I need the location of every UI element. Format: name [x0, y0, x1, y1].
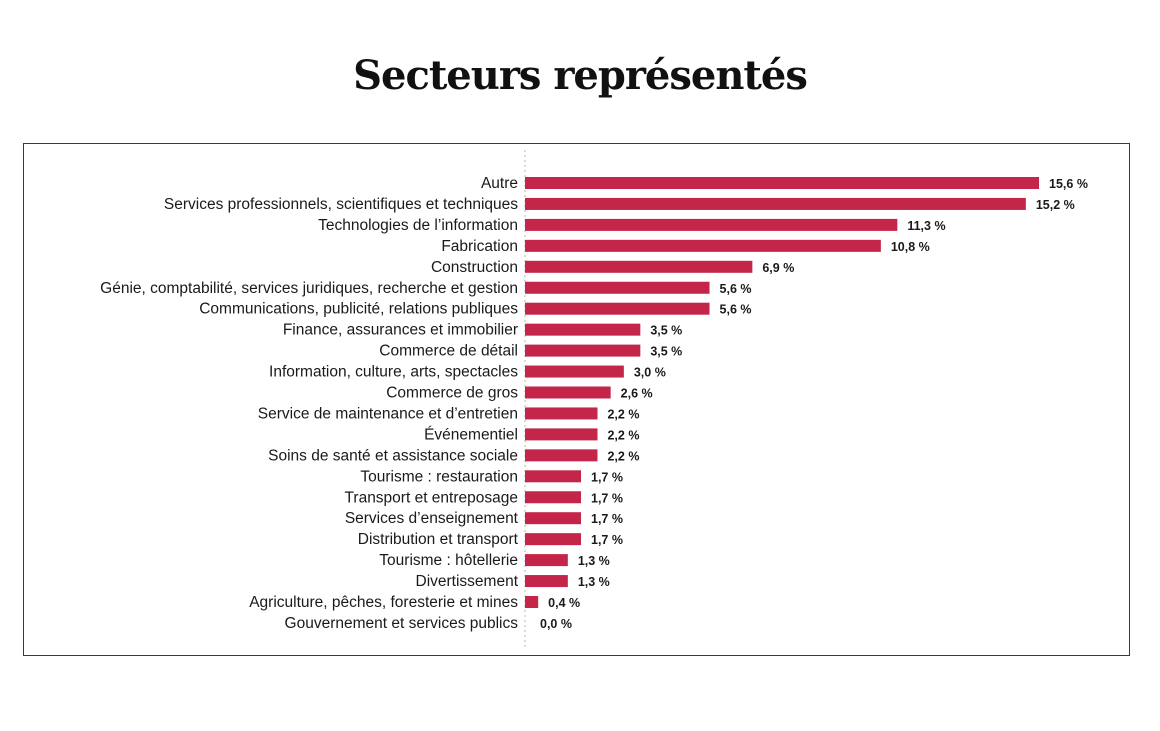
- category-label: Services d’enseignement: [345, 510, 519, 527]
- category-label: Commerce de gros: [386, 385, 518, 402]
- bar: [525, 197, 1026, 210]
- category-label: Fabrication: [441, 238, 518, 255]
- bar: [525, 512, 582, 525]
- category-label: Génie, comptabilité, services juridiques…: [100, 280, 518, 297]
- category-label: Service de maintenance et d’entretien: [258, 405, 518, 422]
- category-label: Autre: [481, 175, 518, 192]
- category-label: Tourisme : hôtellerie: [379, 552, 518, 569]
- value-label: 5,6 %: [720, 303, 752, 317]
- category-label: Divertissement: [416, 573, 519, 590]
- category-label: Tourisme : restauration: [360, 468, 518, 485]
- value-label: 1,7 %: [591, 533, 623, 547]
- category-label: Construction: [431, 259, 518, 276]
- value-label: 1,7 %: [591, 491, 623, 505]
- category-label: Soins de santé et assistance sociale: [268, 447, 518, 464]
- category-label: Information, culture, arts, spectacles: [269, 364, 518, 381]
- value-label: 3,5 %: [650, 345, 682, 359]
- bar: [525, 302, 710, 315]
- value-label: 2,2 %: [607, 449, 639, 463]
- category-label: Distribution et transport: [358, 531, 519, 548]
- bar: [525, 323, 641, 336]
- value-label: 15,2 %: [1036, 198, 1075, 212]
- value-label: 2,6 %: [621, 387, 653, 401]
- bar: [525, 386, 611, 399]
- bar: [525, 449, 598, 462]
- value-label: 2,2 %: [607, 428, 639, 442]
- value-label: 3,5 %: [650, 324, 682, 338]
- value-label: 6,9 %: [762, 261, 794, 275]
- bar-chart: Autre 15,6 % Services professionnels, scie…: [100, 150, 1088, 649]
- bar: [525, 575, 568, 588]
- bar: [525, 239, 881, 252]
- category-label: Gouvernement et services publics: [285, 615, 519, 632]
- category-label: Communications, publicité, relations pub…: [199, 301, 518, 318]
- value-label: 1,7 %: [591, 470, 623, 484]
- chart-frame: Autre 15,6 % Services professionnels, scie…: [23, 143, 1130, 656]
- bar: [525, 554, 568, 567]
- bar: [525, 428, 598, 441]
- value-label: 2,2 %: [607, 407, 639, 421]
- bar: [525, 491, 582, 504]
- value-label: 15,6 %: [1049, 177, 1088, 191]
- bar: [525, 407, 598, 420]
- category-label: Commerce de détail: [379, 343, 518, 360]
- category-label: Services professionnels, scientifiques e…: [164, 196, 518, 213]
- value-label: 11,3 %: [907, 219, 945, 233]
- value-label: 0,0 %: [540, 617, 572, 631]
- bar: [525, 281, 710, 294]
- bar: [525, 365, 624, 378]
- category-label: Événementiel: [424, 426, 518, 443]
- category-label: Agriculture, pêches, foresterie et mines: [249, 594, 518, 611]
- value-label: 5,6 %: [720, 282, 752, 296]
- bar: [525, 218, 898, 231]
- value-label: 1,3 %: [578, 575, 610, 589]
- category-label: Transport et entreposage: [345, 489, 518, 506]
- value-label: 10,8 %: [891, 240, 930, 254]
- value-label: 0,4 %: [548, 596, 580, 610]
- category-label: Finance, assurances et immobilier: [283, 322, 518, 339]
- bar: [525, 470, 582, 483]
- bar: [525, 596, 539, 608]
- value-label: 3,0 %: [634, 366, 666, 380]
- value-label: 1,7 %: [591, 512, 623, 526]
- bar: [525, 533, 582, 546]
- category-label: Technologies de l’information: [318, 217, 518, 234]
- chart-title: Secteurs représentés: [353, 52, 808, 99]
- bar: [525, 260, 753, 273]
- bar: [525, 344, 641, 357]
- bar: [525, 177, 1040, 189]
- value-label: 1,3 %: [578, 554, 610, 568]
